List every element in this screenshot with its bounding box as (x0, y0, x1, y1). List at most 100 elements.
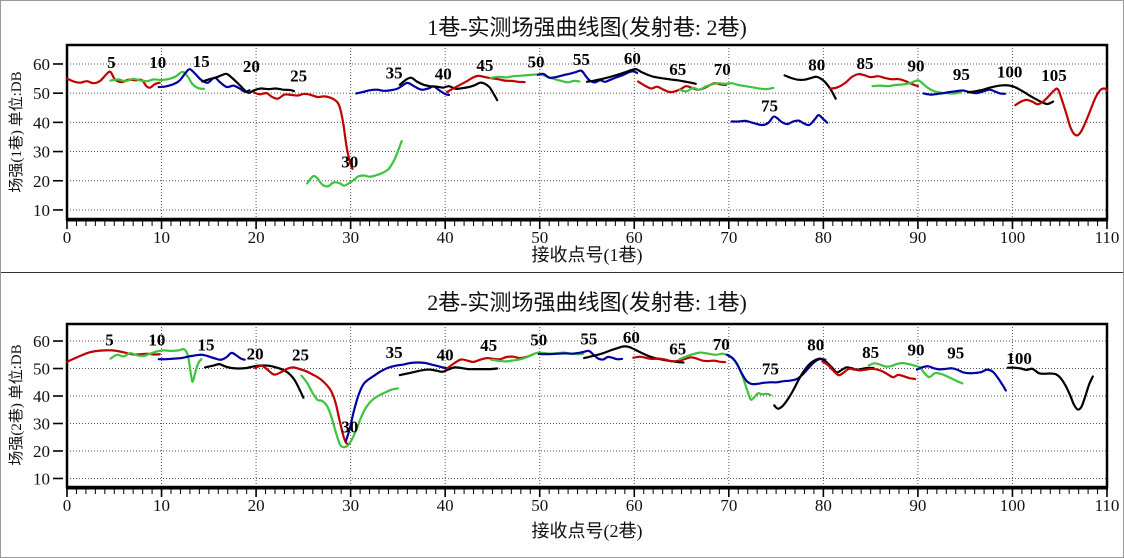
curve-segment-60 (585, 68, 697, 85)
curve-segment-90 (867, 361, 964, 385)
curve-point-label-80: 80 (808, 55, 825, 74)
chart-2-y-axis-label: 场强(2巷) 单位:DB (8, 344, 25, 465)
curve-point-label-70: 70 (713, 335, 730, 354)
curve-point-label-25: 25 (290, 66, 307, 85)
x-tick-label-20: 20 (248, 228, 265, 247)
curve-point-label-25: 25 (292, 345, 309, 364)
chart-panel-2: 2巷-实测场强曲线图(发射巷: 1巷) 场强(2巷) 单位:DB 接收点号(2巷… (1, 272, 1123, 557)
curve-point-label-15: 15 (197, 335, 214, 354)
curve-segment-70 (678, 351, 772, 401)
curve-point-label-85: 85 (862, 343, 879, 362)
plot-border (65, 43, 1109, 221)
curve-point-label-95: 95 (953, 65, 970, 84)
curve-segment-95 (922, 88, 1006, 96)
curve-segment-15 (157, 351, 246, 361)
curve-point-label-100: 100 (997, 62, 1023, 81)
chart-2-title: 2巷-实测场强曲线图(发射巷: 1巷) (427, 290, 747, 315)
curve-point-label-60: 60 (624, 49, 641, 68)
curve-point-label-45: 45 (480, 336, 497, 355)
curve-point-label-90: 90 (908, 341, 925, 360)
curve-segment-35 (355, 81, 451, 96)
y-tick-label-30: 30 (33, 415, 50, 434)
x-tick-label-30: 30 (342, 496, 359, 515)
x-tick-label-0: 0 (63, 228, 72, 247)
curve-point-label-65: 65 (669, 340, 686, 359)
curve-segment-65 (632, 355, 727, 364)
chart-1-title: 1巷-实测场强曲线图(发射巷: 2巷) (427, 15, 747, 40)
curve-point-label-30: 30 (341, 417, 358, 436)
x-tick-label-10: 10 (153, 228, 170, 247)
curve-point-label-80: 80 (807, 336, 824, 355)
curve-point-label-90: 90 (908, 57, 925, 76)
curve-segment-55 (537, 349, 624, 361)
curve-point-label-30: 30 (341, 152, 358, 171)
curve-segment-85 (821, 360, 917, 381)
curve-point-label-5: 5 (105, 330, 114, 349)
curve-segment-20 (201, 72, 295, 94)
x-tick-label-80: 80 (815, 228, 832, 247)
curve-point-label-55: 55 (573, 50, 590, 69)
x-tick-label-70: 70 (720, 496, 737, 515)
curve-point-label-40: 40 (435, 65, 452, 84)
curve-point-label-70: 70 (714, 60, 731, 79)
x-tick-label-90: 90 (909, 496, 926, 515)
curve-point-label-95: 95 (947, 343, 964, 362)
curve-segment-70 (678, 82, 775, 93)
curve-point-label-50: 50 (527, 52, 544, 71)
curve-segment-5 (65, 349, 161, 364)
curve-segment-30 (306, 140, 403, 188)
curve-segment-15 (157, 68, 251, 93)
y-tick-label-60: 60 (33, 55, 50, 74)
x-tick-label-10: 10 (153, 496, 170, 515)
curve-point-label-35: 35 (386, 343, 403, 362)
curve-segment-45 (445, 74, 526, 94)
field-strength-chart-1: 1巷-实测场强曲线图(发射巷: 2巷) 场强(1巷) 单位:DB 接收点号(1巷… (8, 15, 1120, 266)
y-tick-label-50: 50 (33, 360, 50, 379)
x-tick-label-20: 20 (248, 496, 265, 515)
chart-2-x-axis-label: 接收点号(2巷) (532, 521, 643, 542)
curve-segment-30 (300, 374, 399, 449)
curve-point-label-15: 15 (193, 52, 210, 71)
curve-point-label-50: 50 (530, 331, 547, 350)
curve-point-label-75: 75 (761, 96, 778, 115)
curve-segment-100 (966, 84, 1055, 106)
chart-1-plot-area: 0 10 20 30 40 50 60 70 80 90 100 110 10 20 30 40 50 60 5 10… (33, 43, 1120, 247)
curve-point-label-40: 40 (437, 346, 454, 365)
y-tick-label-20: 20 (33, 442, 50, 461)
chart-1-y-axis-label: 场强(1巷) 单位:DB (8, 71, 25, 192)
x-tick-label-50: 50 (531, 228, 548, 247)
curve-point-label-45: 45 (476, 56, 493, 75)
curve-point-label-85: 85 (856, 54, 873, 73)
curve-point-label-20: 20 (247, 345, 264, 364)
x-tick-label-40: 40 (437, 496, 454, 515)
curve-point-label-60: 60 (623, 328, 640, 347)
curve-point-label-35: 35 (386, 64, 403, 83)
curve-point-label-5: 5 (107, 53, 116, 72)
y-tick-label-40: 40 (33, 387, 50, 406)
curve-segment-40 (398, 76, 499, 102)
curve-segment-100 (1006, 366, 1094, 411)
curve-point-label-10: 10 (148, 330, 165, 349)
y-tick-label-10: 10 (33, 469, 50, 488)
curve-segment-35 (344, 361, 451, 443)
curve-segment-75 (730, 114, 829, 127)
curve-segment-25 (254, 364, 350, 446)
curve-segment-10 (109, 70, 206, 90)
x-tick-label-70: 70 (720, 228, 737, 247)
curve-segment-95 (915, 365, 1007, 392)
curve-segment-80 (783, 74, 837, 100)
y-tick-label-30: 30 (33, 143, 50, 162)
chart-1-x-axis-label: 接收点号(1巷) (532, 245, 643, 266)
y-tick-label-40: 40 (33, 113, 50, 132)
y-tick-label-10: 10 (33, 201, 50, 220)
curve-point-label-10: 10 (149, 53, 166, 72)
x-tick-label-60: 60 (626, 496, 643, 515)
curve-segment-25 (253, 91, 354, 170)
y-tick-label-60: 60 (33, 332, 50, 351)
curve-point-label-20: 20 (243, 57, 260, 76)
x-tick-label-110: 110 (1095, 228, 1120, 247)
x-tick-label-100: 100 (1000, 496, 1026, 515)
field-strength-chart-2: 2巷-实测场强曲线图(发射巷: 1巷) 场强(2巷) 单位:DB 接收点号(2巷… (8, 290, 1119, 542)
curve-point-label-75: 75 (762, 360, 779, 379)
